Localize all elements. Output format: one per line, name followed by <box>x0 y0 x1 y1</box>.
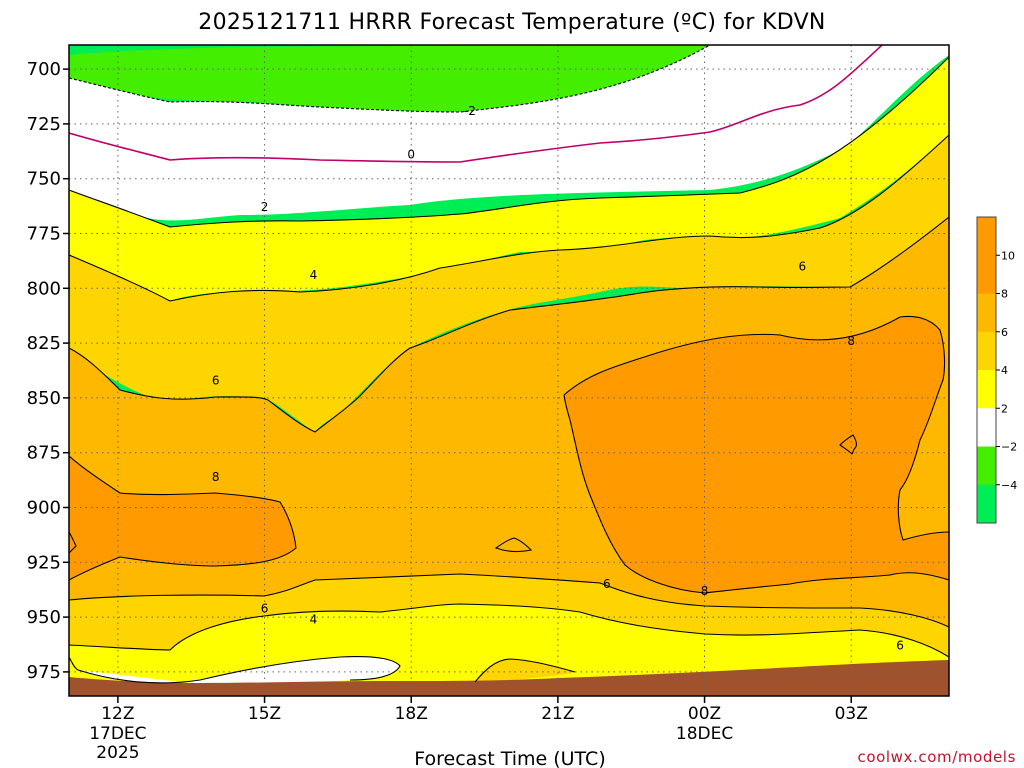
y-axis: 700 725 750 775 800 825 850 875 900 925 950 975 <box>27 59 69 683</box>
colorbar-band <box>977 408 996 447</box>
colorbar-band <box>977 293 996 333</box>
colorbar-band <box>977 484 996 524</box>
y-tick-label: 825 <box>27 333 61 354</box>
x-axis-label: Forecast Time (UTC) <box>414 748 605 768</box>
x-tick-sublabel: 17DEC <box>89 724 146 744</box>
isotherm-8-closed-small <box>839 434 858 455</box>
plot-area: -2 0 2 4 6 8 6 8 6 6 4 8 6 <box>69 45 949 696</box>
pocket-white-low <box>78 656 400 685</box>
chart-title: 2025121711 HRRR Forecast Temperature (ºC… <box>198 10 825 35</box>
colorbar-tick-label: −2 <box>1001 441 1017 454</box>
contour-label: 8 <box>847 334 855 348</box>
colorbar-band <box>977 217 996 256</box>
isotherm-8-closed-tiny <box>494 537 533 553</box>
contour-label: 6 <box>212 373 220 387</box>
isotherm-0 <box>69 45 883 163</box>
isotherm-6-lower <box>69 573 949 628</box>
band-white <box>69 45 949 221</box>
isotherm-minus2 <box>69 45 711 113</box>
isotherm-4 <box>69 134 949 302</box>
credit-link[interactable]: coolwx.com/models <box>858 748 1017 766</box>
contour-label: 0 <box>407 148 415 162</box>
x-tick-label: 21Z <box>541 704 574 724</box>
y-tick-label: 850 <box>27 388 61 409</box>
contour-label: 6 <box>896 639 904 653</box>
colorbar-band <box>977 370 996 409</box>
isotherm-lines <box>69 45 949 684</box>
contour-label: 6 <box>261 601 269 615</box>
contour-labels: -2 0 2 4 6 8 6 8 6 6 4 8 6 <box>212 104 904 653</box>
x-tick-label: 15Z <box>248 704 281 724</box>
band-green <box>69 45 710 112</box>
contour-label: 2 <box>261 200 269 214</box>
colorbar-band <box>977 331 996 371</box>
y-tick-label: 975 <box>27 662 61 683</box>
y-tick-label: 900 <box>27 497 61 518</box>
isotherm-8-right <box>563 315 949 541</box>
isotherm-8-left-edge <box>69 531 77 554</box>
x-tick-label: 18Z <box>395 704 428 724</box>
contour-label: 4 <box>310 612 318 626</box>
ground-surface <box>69 660 949 696</box>
colorbar-tick-label: 6 <box>1001 326 1008 339</box>
isotherm-4-lower <box>69 603 949 658</box>
isotherm-8-right-lower <box>563 394 949 594</box>
colorbar-tick-label: 8 <box>1001 288 1008 301</box>
isotherm-6 <box>69 216 949 433</box>
band-yellow <box>69 57 949 301</box>
x-tick-label: 00Z <box>688 704 721 724</box>
y-tick-label: 775 <box>27 224 61 245</box>
colorbar-tick-label: 2 <box>1001 402 1008 415</box>
y-tick-label: 800 <box>27 278 61 299</box>
colorbar: 10 8 6 4 2 −2 −4 <box>976 216 1017 524</box>
contour-label: 8 <box>212 470 220 484</box>
isotherm-8-left <box>69 455 297 581</box>
band-gold <box>69 135 949 432</box>
y-tick-label: 875 <box>27 443 61 464</box>
contour-label: 8 <box>701 584 709 598</box>
band-dark-orange-right <box>564 316 949 593</box>
y-tick-label: 950 <box>27 607 61 628</box>
y-tick-label: 725 <box>27 114 61 135</box>
isotherm-2-lower <box>77 656 401 684</box>
y-tick-label: 700 <box>27 59 61 80</box>
x-tick-sublabel: 2025 <box>96 743 139 763</box>
colorbar-tick-label: 4 <box>1001 364 1008 377</box>
plot-frame <box>68 44 950 697</box>
contour-label: -2 <box>464 104 476 118</box>
band-dark-orange-left <box>69 456 296 580</box>
isotherm-2 <box>69 56 949 228</box>
x-tick-sublabel: 18DEC <box>676 724 733 744</box>
colorbar-band <box>977 446 996 486</box>
colorbar-tick-label: −4 <box>1001 479 1017 492</box>
contour-label: 6 <box>603 577 611 591</box>
x-tick-label: 03Z <box>835 704 868 724</box>
contour-label: 4 <box>310 268 318 282</box>
gridlines <box>69 45 949 696</box>
contour-label: 6 <box>799 259 807 273</box>
y-tick-label: 750 <box>27 169 61 190</box>
x-tick-label: 12Z <box>101 704 134 724</box>
pocket-gold-low <box>475 659 575 682</box>
colorbar-tick-label: 10 <box>1001 249 1015 262</box>
colorbar-band <box>977 255 996 294</box>
y-tick-label: 925 <box>27 552 61 573</box>
isotherm-4-pocket <box>474 658 576 683</box>
